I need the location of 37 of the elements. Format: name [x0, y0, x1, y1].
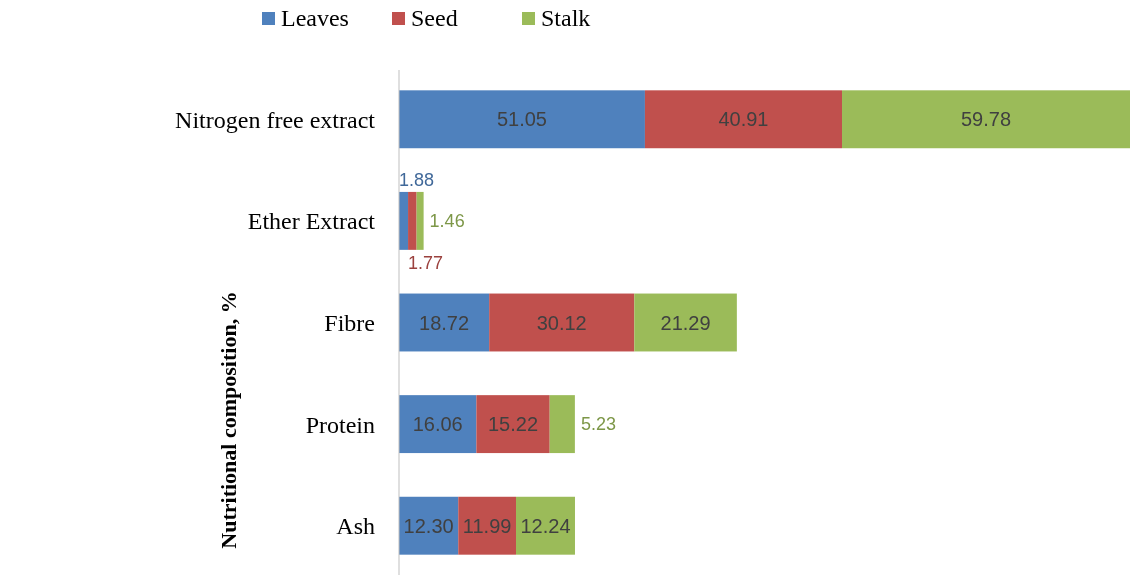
bar [416, 191, 424, 250]
bar [549, 395, 575, 454]
data-label: 59.78 [960, 108, 1012, 131]
data-label: 18.72 [419, 311, 470, 334]
bar [476, 395, 550, 454]
y-tick-label: Fibre [324, 309, 375, 336]
data-label: 12.30 [403, 514, 454, 537]
bar [399, 293, 490, 352]
data-label: 51.05 [496, 108, 547, 131]
bar [458, 496, 517, 555]
y-tick-label: Ash [336, 513, 375, 540]
legend-label: Seed [411, 5, 458, 31]
bar [408, 191, 417, 250]
bar [842, 90, 1130, 149]
data-label: 11.99 [462, 514, 512, 537]
legend-label: Leaves [281, 5, 349, 31]
y-tick-label: Protein [305, 411, 375, 438]
legend-label: Stalk [541, 5, 591, 31]
bar [399, 395, 477, 454]
data-label: 5.23 [580, 414, 616, 435]
data-label: 1.46 [429, 211, 465, 232]
data-label: 15.22 [488, 413, 539, 436]
data-label: 21.29 [660, 311, 711, 334]
bar [489, 293, 635, 352]
data-label: 12.24 [520, 514, 571, 537]
bar [634, 293, 737, 352]
y-axis-title: Nutritional composition, % [216, 291, 241, 549]
bar [399, 90, 645, 149]
data-label: 16.06 [412, 413, 463, 436]
bar [516, 496, 575, 555]
y-tick-label: Nitrogen free extract [175, 106, 376, 133]
bar [644, 90, 843, 149]
data-label: 40.91 [718, 108, 769, 131]
data-label: 1.88 [399, 170, 435, 191]
data-label: 30.12 [536, 311, 587, 334]
data-label: 1.77 [408, 253, 444, 274]
y-tick-label: Ether Extract [247, 208, 376, 235]
